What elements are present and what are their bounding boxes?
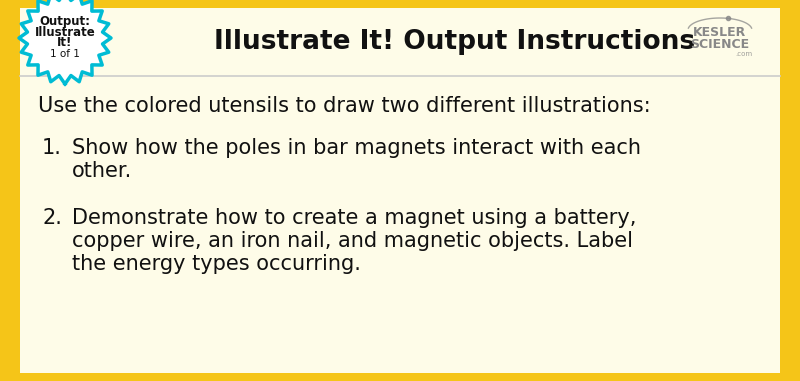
Polygon shape	[19, 0, 111, 84]
Text: .com: .com	[735, 51, 753, 57]
Text: Show how the poles in bar magnets interact with each: Show how the poles in bar magnets intera…	[72, 138, 641, 158]
Text: other.: other.	[72, 161, 132, 181]
Text: copper wire, an iron nail, and magnetic objects. Label: copper wire, an iron nail, and magnetic …	[72, 231, 633, 251]
Text: 2.: 2.	[42, 208, 62, 228]
Text: Demonstrate how to create a magnet using a battery,: Demonstrate how to create a magnet using…	[72, 208, 636, 228]
Text: 1 of 1: 1 of 1	[50, 49, 80, 59]
Text: KESLER: KESLER	[694, 26, 746, 38]
Text: the energy types occurring.: the energy types occurring.	[72, 254, 361, 274]
Text: 1.: 1.	[42, 138, 62, 158]
Text: It!: It!	[58, 37, 73, 50]
Text: Illustrate It! Output Instructions: Illustrate It! Output Instructions	[214, 29, 695, 55]
Text: SCIENCE: SCIENCE	[690, 38, 750, 51]
Text: Output:: Output:	[39, 14, 90, 27]
Text: Use the colored utensils to draw two different illustrations:: Use the colored utensils to draw two dif…	[38, 96, 650, 116]
Text: Illustrate: Illustrate	[34, 26, 95, 38]
Bar	[20, 8, 780, 76]
